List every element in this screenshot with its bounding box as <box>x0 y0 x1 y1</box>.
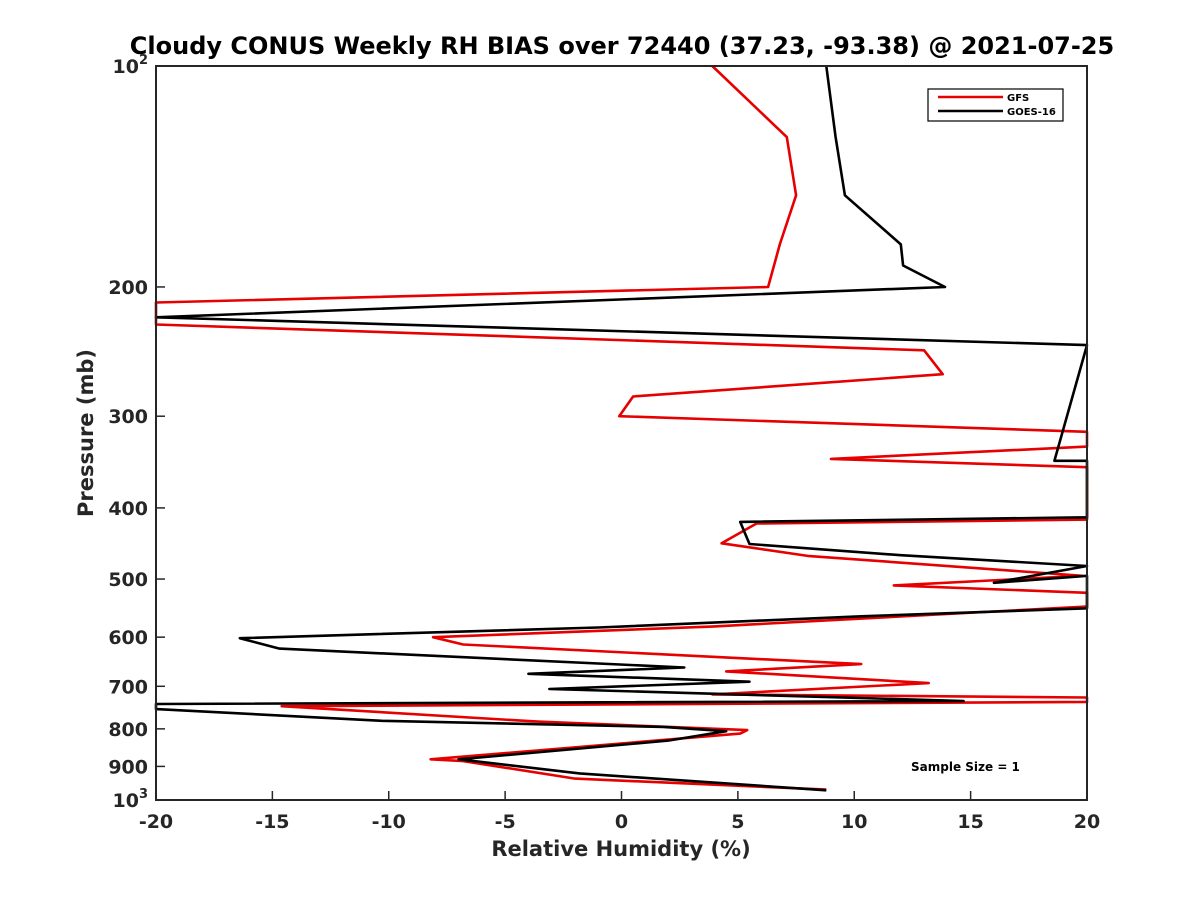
y-tick-label: 900 <box>108 756 148 778</box>
legend-label-gfs: GFS <box>1007 93 1029 104</box>
x-tick-label: 10 <box>841 811 867 833</box>
y-tick-label: 102 <box>113 53 149 78</box>
x-tick-label: -15 <box>255 811 289 833</box>
x-axis-ticks: -20 -15 -10 -5 0 5 10 15 20 <box>139 791 1100 833</box>
x-tick-label: -20 <box>139 811 173 833</box>
series-line-gfs <box>154 65 1089 791</box>
y-tick-label: 800 <box>108 719 148 741</box>
y-tick-label: 103 <box>113 787 149 812</box>
x-tick-label: -10 <box>372 811 406 833</box>
y-tick-label: 600 <box>108 627 148 649</box>
y-tick-label: 200 <box>108 277 148 299</box>
chart-title: Cloudy CONUS Weekly RH BIAS over 72440 (… <box>130 32 1114 60</box>
sample-size-annotation: Sample Size = 1 <box>911 760 1020 774</box>
y-tick-label: 500 <box>108 569 148 591</box>
legend-label-goes16: GOES-16 <box>1007 107 1056 118</box>
y-axis-ticks: 102 200 300 400 500 600 700 800 900 103 <box>108 53 165 812</box>
y-axis-label: Pressure (mb) <box>74 349 98 517</box>
x-tick-label: -5 <box>495 811 516 833</box>
x-tick-label: 5 <box>731 811 744 833</box>
legend-box <box>927 88 1064 122</box>
series-layer <box>154 65 1089 792</box>
x-tick-label: 15 <box>957 811 983 833</box>
x-tick-label: 20 <box>1074 811 1100 833</box>
x-tick-label: 0 <box>615 811 628 833</box>
y-tick-label: 700 <box>108 676 148 698</box>
y-tick-label: 400 <box>108 498 148 520</box>
x-axis-label: Relative Humidity (%) <box>491 837 750 861</box>
legend: GFS GOES-16 <box>927 88 1064 122</box>
y-tick-label: 300 <box>108 406 148 428</box>
